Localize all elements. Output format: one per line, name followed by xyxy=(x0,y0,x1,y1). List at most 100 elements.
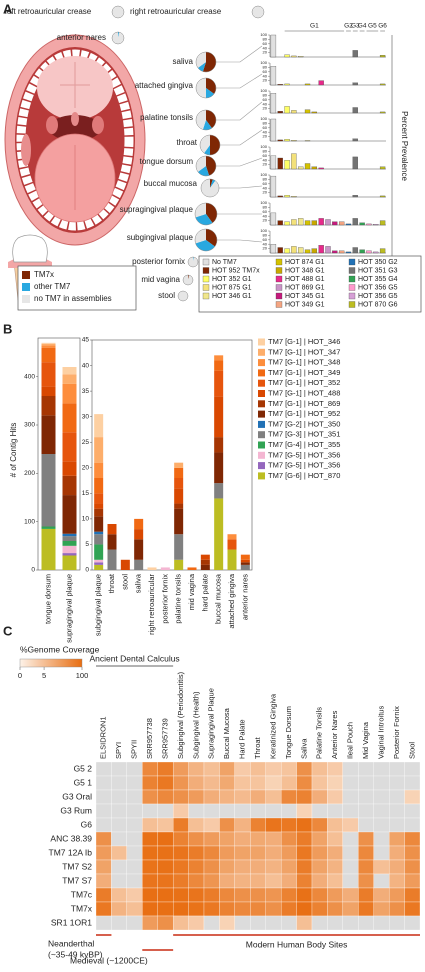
row-label: G3 Rum xyxy=(60,805,92,815)
empty-cell xyxy=(126,803,143,819)
bar-segment xyxy=(214,370,224,397)
x-tick-label: palatine tonsils xyxy=(174,574,183,624)
bar-segment xyxy=(174,488,184,504)
heatmap-cell xyxy=(404,831,421,847)
heatmap-cell xyxy=(234,817,251,833)
heatmap-cell xyxy=(296,789,313,805)
bar-segment xyxy=(174,508,184,535)
bar-segment xyxy=(94,559,104,563)
y-tick-label: 45 xyxy=(82,337,90,344)
legend-label: HOT 349 G1 xyxy=(285,301,325,308)
bar-segment xyxy=(240,554,250,560)
bar xyxy=(359,222,365,226)
heatmap-cell xyxy=(327,775,344,791)
bar-segment xyxy=(227,549,237,570)
empty-cell xyxy=(203,803,220,819)
bar-segment xyxy=(134,559,144,570)
heatmap-cell xyxy=(311,817,328,833)
bar-segment xyxy=(62,541,77,546)
heatmap-cell xyxy=(265,831,282,847)
bar-segment xyxy=(94,414,104,438)
heatmap-cell xyxy=(219,887,236,903)
empty-cell xyxy=(373,845,390,861)
heatmap-cell xyxy=(219,873,236,889)
row-label: SR1 1OR1 xyxy=(51,917,92,927)
heatmap-cell xyxy=(265,859,282,875)
heatmap-cell xyxy=(142,887,158,903)
heatmap-cell xyxy=(172,803,189,819)
heatmap-cell xyxy=(188,831,205,847)
heatmap-cell xyxy=(296,915,313,931)
bar-segment xyxy=(62,367,77,375)
legend-label: TM7 [G-1] | HOT_347 xyxy=(268,347,340,356)
bar-segment xyxy=(62,432,77,462)
legend-swatch xyxy=(202,292,210,300)
empty-cell xyxy=(388,775,405,791)
heatmap-cell xyxy=(373,859,390,875)
pie-slice xyxy=(204,145,210,155)
y-tick-label: 400 xyxy=(24,373,35,380)
empty-cell xyxy=(311,803,328,819)
heatmap-cell xyxy=(234,761,251,777)
y-tick-label: 20 xyxy=(263,218,268,223)
heatmap-cell xyxy=(327,887,344,903)
empty-cell xyxy=(111,915,128,931)
legend-swatch xyxy=(348,267,356,274)
column-label: SPYI xyxy=(114,742,123,759)
legend-swatch xyxy=(275,292,283,300)
empty-cell xyxy=(111,873,128,889)
heatmap-cell xyxy=(296,803,313,819)
heatmap-cell xyxy=(142,873,158,889)
bar-segment xyxy=(62,383,77,404)
heatmap-cell xyxy=(234,887,251,903)
group-label: G6 xyxy=(378,23,387,30)
pie-outline xyxy=(199,134,221,156)
heatmap-cell xyxy=(234,901,251,917)
bar xyxy=(270,118,277,142)
empty-cell xyxy=(126,775,143,791)
heatmap-cell xyxy=(296,873,313,889)
legend-swatch xyxy=(258,348,265,356)
empty-cell xyxy=(373,817,390,833)
colorbar xyxy=(19,658,83,668)
heatmap-cell xyxy=(203,775,220,791)
heatmap-cell xyxy=(203,845,220,861)
empty-cell xyxy=(126,873,143,889)
legend-label: HOT 351 G3 xyxy=(358,267,398,274)
row-label: G5 2 xyxy=(74,763,93,773)
heatmap-cell xyxy=(250,887,266,903)
y-tick-label: 20 xyxy=(263,190,268,195)
pie-outline xyxy=(187,256,199,268)
heatmap-cell xyxy=(388,859,405,875)
bar-segment xyxy=(62,545,77,554)
legend-label: TM7 [G-1] | HOT_348 xyxy=(268,358,340,367)
heatmap-cell xyxy=(219,845,236,861)
empty-cell xyxy=(342,761,359,777)
heatmap-cell xyxy=(358,845,374,861)
heatmap-cell xyxy=(327,901,344,917)
heatmap-cell xyxy=(280,789,297,805)
heatmap-cell xyxy=(296,845,313,861)
heatmap-cell xyxy=(404,859,421,875)
site-label: throat xyxy=(177,138,198,147)
legend-swatch xyxy=(22,295,30,303)
y-tick-label: 20 xyxy=(263,78,268,83)
bar xyxy=(352,195,358,198)
legend-swatch xyxy=(258,420,265,428)
pie-outline xyxy=(111,31,125,45)
bar xyxy=(379,83,386,86)
heatmap-cell xyxy=(358,887,374,903)
bar-segment xyxy=(41,454,56,527)
heatmap-cell xyxy=(95,845,112,861)
empty-cell xyxy=(126,817,143,833)
legend-label: HOT 869 G1 xyxy=(285,284,325,291)
site-label: buccal mucosa xyxy=(144,179,198,188)
heatmap-cell xyxy=(358,859,374,875)
column-label: Buccal Mucosa xyxy=(222,707,231,759)
heatmap-cell xyxy=(265,817,282,833)
legend-swatch xyxy=(258,359,265,367)
bar-segment xyxy=(62,403,77,433)
heatmap-cell xyxy=(296,831,313,847)
heatmap-cell xyxy=(95,859,112,875)
heatmap-cell xyxy=(296,761,313,777)
